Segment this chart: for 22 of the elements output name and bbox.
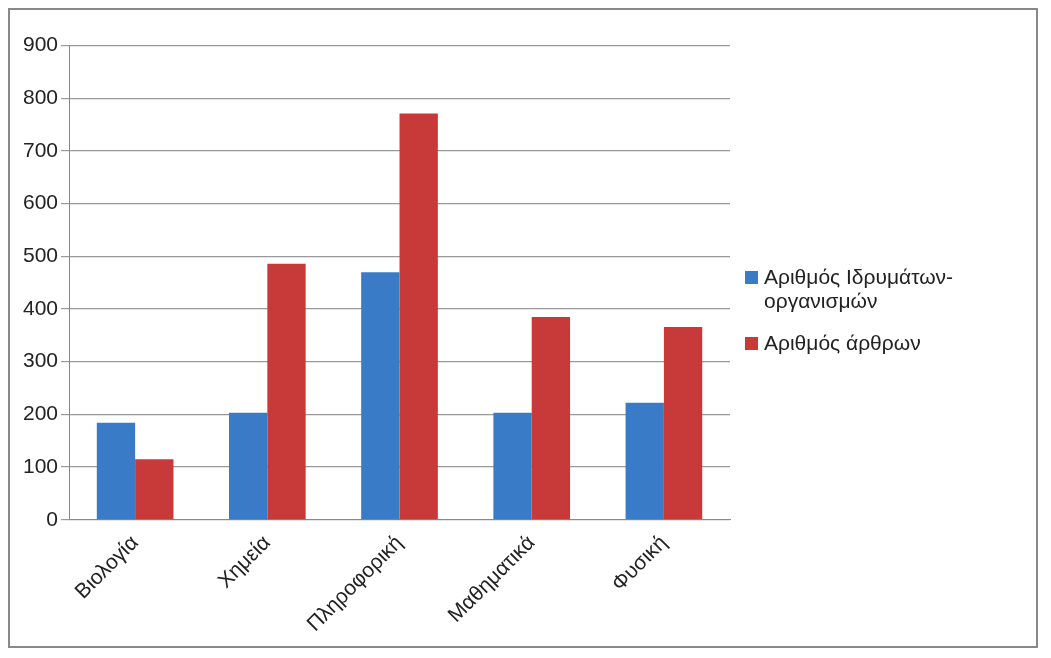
y-tick-label: 600 (22, 190, 59, 214)
bar (531, 316, 571, 520)
bar (493, 412, 532, 520)
bar (135, 459, 174, 520)
y-tick-label: 0 (46, 506, 59, 530)
y-tick-label: 400 (22, 295, 59, 319)
legend-label: Αριθμός Ιδρυμάτων-οργανισμών (764, 265, 955, 313)
legend-label: Αριθμός άρθρων (764, 331, 921, 355)
y-tick-label: 500 (22, 243, 59, 267)
bar (228, 412, 268, 520)
y-tick-label: 300 (22, 348, 59, 372)
y-tick-label: 900 (22, 32, 59, 56)
bar (625, 402, 664, 520)
y-tick-label: 200 (22, 401, 59, 425)
y-tick-label: 800 (22, 85, 59, 109)
bar (663, 326, 703, 520)
bar (361, 272, 400, 520)
y-tick-label: 100 (22, 453, 59, 477)
bar (96, 422, 136, 520)
y-tick-label: 700 (22, 137, 59, 161)
bar (267, 263, 306, 520)
bar (399, 113, 438, 520)
